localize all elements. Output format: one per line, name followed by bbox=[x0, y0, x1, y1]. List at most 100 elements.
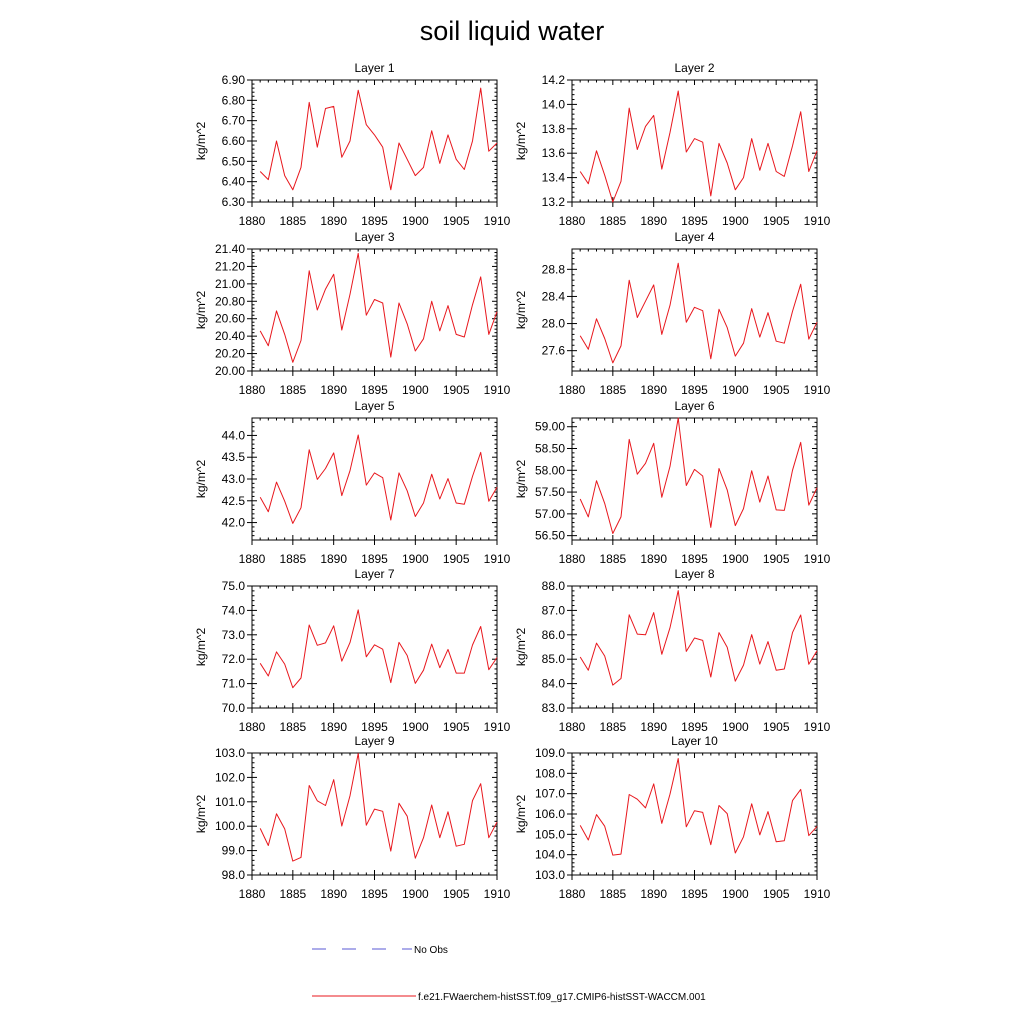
y-tick-label: 109.0 bbox=[535, 746, 565, 760]
x-tick-label: 1900 bbox=[402, 552, 429, 566]
x-tick-label: 1890 bbox=[640, 720, 667, 734]
x-tick-label: 1890 bbox=[320, 887, 347, 901]
x-tick-label: 1880 bbox=[559, 552, 586, 566]
x-tick-label: 1890 bbox=[320, 720, 347, 734]
y-tick-label: 71.0 bbox=[222, 677, 246, 691]
chart-panel-8: Layer 8 kg/m^2 1880 1885 1890 1895 1900 1905 191… bbox=[514, 567, 831, 734]
chart-panel-9: Layer 9 kg/m^2 1880 1885 1890 1895 1900 1905 191… bbox=[194, 734, 511, 901]
x-tick-label: 1885 bbox=[599, 214, 626, 228]
series-line bbox=[259, 434, 498, 524]
y-axis-label: kg/m^2 bbox=[514, 795, 528, 834]
x-tick-label: 1905 bbox=[763, 214, 790, 228]
panel-title: Layer 8 bbox=[674, 567, 714, 581]
y-tick-label: 86.0 bbox=[542, 628, 566, 642]
x-tick-label: 1895 bbox=[681, 887, 708, 901]
chart-panel-4: Layer 4 kg/m^2 1880 1885 1890 1895 1900 1905 191… bbox=[514, 230, 831, 397]
x-tick-label: 1880 bbox=[239, 552, 266, 566]
x-tick-label: 1910 bbox=[804, 887, 831, 901]
y-tick-label: 56.50 bbox=[535, 529, 565, 543]
x-tick-label: 1885 bbox=[279, 383, 306, 397]
x-tick-label: 1890 bbox=[320, 552, 347, 566]
chart-panel-3: Layer 3 kg/m^2 1880 1885 1890 1895 1900 1905 191… bbox=[194, 230, 511, 397]
x-tick-label: 1890 bbox=[640, 552, 667, 566]
y-tick-label: 20.00 bbox=[215, 364, 245, 378]
y-tick-label: 14.2 bbox=[542, 73, 566, 87]
y-tick-label: 102.0 bbox=[215, 770, 245, 784]
y-tick-label: 103.0 bbox=[215, 746, 245, 760]
series-line bbox=[579, 590, 818, 686]
panel-title: Layer 7 bbox=[354, 567, 394, 581]
y-tick-label: 58.50 bbox=[535, 442, 565, 456]
y-tick-label: 6.80 bbox=[222, 93, 246, 107]
plot-frame bbox=[571, 585, 818, 709]
y-tick-label: 75.0 bbox=[222, 579, 246, 593]
y-tick-label: 101.0 bbox=[215, 795, 245, 809]
y-axis-label: kg/m^2 bbox=[514, 122, 528, 161]
panel-title: Layer 4 bbox=[674, 230, 714, 244]
x-tick-label: 1885 bbox=[599, 552, 626, 566]
y-tick-label: 99.0 bbox=[222, 844, 246, 858]
y-tick-label: 28.8 bbox=[542, 262, 566, 276]
x-tick-label: 1910 bbox=[804, 720, 831, 734]
x-tick-label: 1905 bbox=[443, 214, 470, 228]
x-tick-label: 1885 bbox=[279, 552, 306, 566]
y-tick-label: 84.0 bbox=[542, 677, 566, 691]
y-tick-label: 74.0 bbox=[222, 603, 246, 617]
x-tick-label: 1895 bbox=[361, 552, 388, 566]
y-tick-label: 72.0 bbox=[222, 652, 246, 666]
x-tick-label: 1885 bbox=[599, 383, 626, 397]
x-tick-label: 1880 bbox=[559, 383, 586, 397]
x-tick-label: 1895 bbox=[361, 720, 388, 734]
x-tick-label: 1910 bbox=[484, 720, 511, 734]
y-axis-label: kg/m^2 bbox=[194, 628, 208, 667]
chart-panel-1: Layer 1 kg/m^2 1880 1885 1890 1895 1900 1905 191… bbox=[194, 61, 511, 228]
y-tick-label: 85.0 bbox=[542, 652, 566, 666]
plot-frame bbox=[571, 248, 818, 372]
x-tick-label: 1885 bbox=[279, 214, 306, 228]
panel-title: Layer 9 bbox=[354, 734, 394, 748]
plot-frame bbox=[571, 417, 818, 541]
y-tick-label: 42.0 bbox=[222, 516, 246, 530]
x-tick-label: 1905 bbox=[763, 552, 790, 566]
y-tick-label: 21.00 bbox=[215, 277, 245, 291]
y-tick-label: 58.00 bbox=[535, 463, 565, 477]
x-tick-label: 1880 bbox=[559, 887, 586, 901]
y-tick-label: 108.0 bbox=[535, 766, 565, 780]
y-tick-label: 70.0 bbox=[222, 701, 246, 715]
chart-main-title: soil liquid water bbox=[420, 16, 605, 46]
y-axis-label: kg/m^2 bbox=[194, 795, 208, 834]
x-tick-label: 1900 bbox=[402, 383, 429, 397]
x-tick-label: 1895 bbox=[681, 552, 708, 566]
x-tick-label: 1895 bbox=[361, 383, 388, 397]
y-tick-label: 28.0 bbox=[542, 317, 566, 331]
y-tick-label: 43.0 bbox=[222, 472, 246, 486]
y-axis-label: kg/m^2 bbox=[514, 628, 528, 667]
y-tick-label: 6.90 bbox=[222, 73, 246, 87]
legend-no-obs-label: No Obs bbox=[414, 945, 448, 956]
y-tick-label: 6.70 bbox=[222, 114, 246, 128]
y-tick-label: 103.0 bbox=[535, 868, 565, 882]
x-tick-label: 1895 bbox=[681, 383, 708, 397]
y-tick-label: 43.5 bbox=[222, 450, 246, 464]
y-axis-label: kg/m^2 bbox=[514, 460, 528, 499]
y-tick-label: 20.80 bbox=[215, 294, 245, 308]
series-line bbox=[579, 417, 818, 534]
y-tick-label: 21.20 bbox=[215, 259, 245, 273]
series-line bbox=[259, 753, 498, 862]
y-tick-label: 107.0 bbox=[535, 787, 565, 801]
x-tick-label: 1885 bbox=[279, 720, 306, 734]
x-tick-label: 1890 bbox=[320, 214, 347, 228]
x-tick-label: 1905 bbox=[443, 720, 470, 734]
series-line bbox=[259, 87, 498, 191]
x-tick-label: 1905 bbox=[763, 720, 790, 734]
x-tick-label: 1910 bbox=[804, 214, 831, 228]
panel-title: Layer 1 bbox=[354, 61, 394, 75]
x-tick-label: 1900 bbox=[722, 552, 749, 566]
x-tick-label: 1890 bbox=[640, 383, 667, 397]
x-tick-label: 1905 bbox=[443, 552, 470, 566]
x-tick-label: 1900 bbox=[722, 887, 749, 901]
x-tick-label: 1885 bbox=[599, 887, 626, 901]
panel-title: Layer 6 bbox=[674, 399, 714, 413]
x-tick-label: 1880 bbox=[239, 720, 266, 734]
